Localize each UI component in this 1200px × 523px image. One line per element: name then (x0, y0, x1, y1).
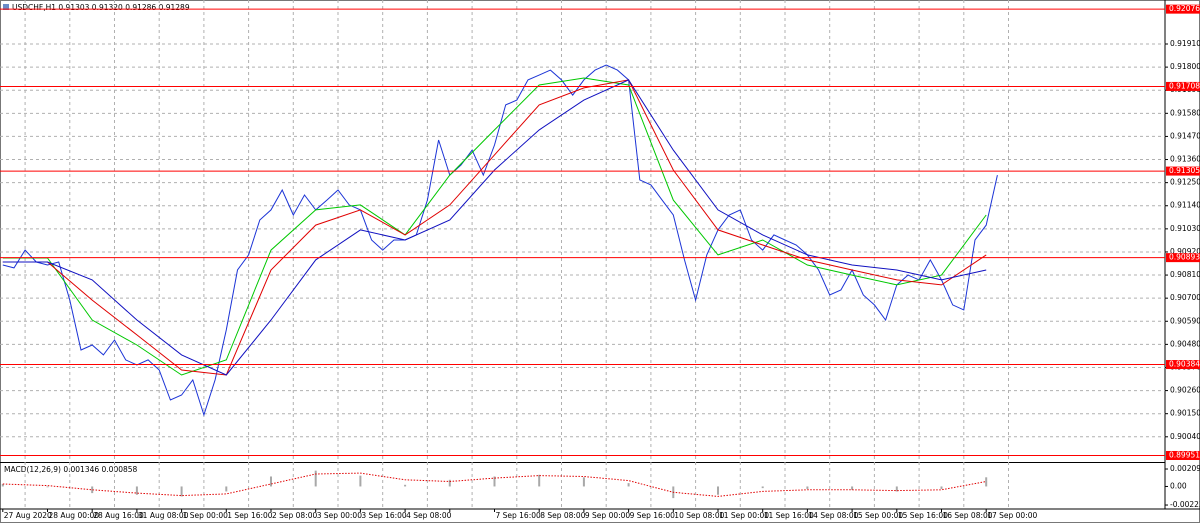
x-tick-label: 9 Sep 00:00 (585, 511, 631, 520)
level-label-box (1166, 81, 1200, 91)
macd-bar (448, 479, 451, 487)
level-label: 0.90384 (1169, 360, 1200, 369)
level-label-box (1166, 253, 1200, 263)
x-tick-label: 16 Sep 08:00 (942, 511, 992, 520)
x-tick-label: 7 Sep 16:00 (495, 511, 541, 520)
macd-bar (627, 483, 630, 487)
macd-title: MACD(12,26,9) 0.001346 0.000858 (4, 465, 138, 474)
x-tick-label: 11 Sep 00:00 (719, 511, 769, 520)
y-tick-label: 0.91030 (1170, 224, 1200, 233)
level-label: 0.90893 (1169, 253, 1200, 262)
macd-bar (135, 486, 138, 495)
y-tick-label: 0.91360 (1170, 155, 1200, 164)
macd-bar (269, 476, 272, 487)
x-tick-label: 15 Sep 16:00 (898, 511, 948, 520)
macd-bar (180, 486, 183, 497)
chart-title: USDCHF,H1 0.91303 0.91320 0.91286 0.9128… (12, 3, 190, 12)
macd-bar (314, 470, 317, 487)
y-tick-label: 0.90920 (1170, 247, 1200, 256)
macd-bar (225, 486, 228, 492)
x-tick-label: 31 Aug 08:00 (138, 511, 189, 520)
x-tick-label: 3 Sep 16:00 (361, 511, 407, 520)
y-tick-label: 0.90590 (1170, 316, 1200, 325)
level-label-box (1166, 4, 1200, 14)
y-tick-label: 0.90150 (1170, 409, 1200, 418)
x-tick-label: 1 Sep 16:00 (227, 511, 273, 520)
y-tick-label: 0.91250 (1170, 178, 1200, 187)
x-tick-label: 17 Sep 00:00 (987, 511, 1037, 520)
x-tick-label: 4 Sep 08:00 (406, 511, 452, 520)
y-tick-label: 0.91580 (1170, 108, 1200, 117)
x-tick-label: 27 Aug 2020 (4, 511, 52, 520)
macd-bar (716, 486, 719, 495)
y-tick-label: 0.90040 (1170, 432, 1200, 441)
level-label: 0.91305 (1169, 166, 1200, 175)
level-label: 0.89951 (1169, 450, 1200, 459)
y-tick-label: 0.90260 (1170, 386, 1200, 395)
y-tick-label: 0.90700 (1170, 293, 1200, 302)
x-tick-label: 9 Sep 16:00 (630, 511, 676, 520)
macd-bar (985, 477, 988, 487)
x-tick-label: 1 Sep 00:00 (183, 511, 229, 520)
x-tick-label: 3 Sep 00:00 (317, 511, 363, 520)
moving-average (2, 79, 987, 376)
y-tick-label: -0.002233 (1170, 500, 1200, 509)
y-tick-label: 0.91470 (1170, 131, 1200, 140)
level-label: 0.91708 (1169, 81, 1200, 90)
level-label-box (1166, 360, 1200, 370)
x-tick-label: 8 Sep 08:00 (540, 511, 586, 520)
macd-bar (940, 486, 943, 489)
macd-bar (806, 486, 809, 489)
macd-bar (91, 486, 94, 494)
x-tick-label: 28 Aug 16:00 (93, 511, 144, 520)
macd-bar (404, 484, 407, 487)
x-tick-label: 10 Sep 08:00 (674, 511, 724, 520)
level-label: 0.92076 (1169, 4, 1200, 13)
symbol-icon (3, 4, 9, 10)
y-tick-label: 0.91800 (1170, 62, 1200, 71)
x-tick-label: 28 Aug 00:00 (48, 511, 99, 520)
macd-bar (761, 486, 764, 489)
x-tick-label: 2 Sep 08:00 (272, 511, 318, 520)
macd-bar (46, 486, 49, 488)
y-tick-label: 0.002097 (1170, 464, 1200, 473)
macd-bar (493, 476, 496, 487)
y-tick-label: 0.91140 (1170, 201, 1200, 210)
y-tick-label: 0.91910 (1170, 39, 1200, 48)
y-tick-label: 0.90810 (1170, 270, 1200, 279)
y-tick-label: 0.90480 (1170, 339, 1200, 348)
level-label-box (1166, 166, 1200, 176)
y-tick-label: 0.00 (1170, 481, 1187, 490)
x-tick-label: 11 Sep 16:00 (764, 511, 814, 520)
level-label-box (1166, 450, 1200, 460)
macd-bar (851, 486, 854, 490)
macd-bar (538, 474, 541, 487)
macd-bar (359, 475, 362, 487)
macd-bar (1, 483, 4, 487)
moving-average (2, 79, 987, 376)
signal-line (2, 472, 987, 497)
x-tick-label: 14 Sep 08:00 (808, 511, 858, 520)
macd-bar (582, 477, 585, 487)
macd-bar (895, 486, 898, 492)
x-tick-label: 15 Sep 00:00 (853, 511, 903, 520)
